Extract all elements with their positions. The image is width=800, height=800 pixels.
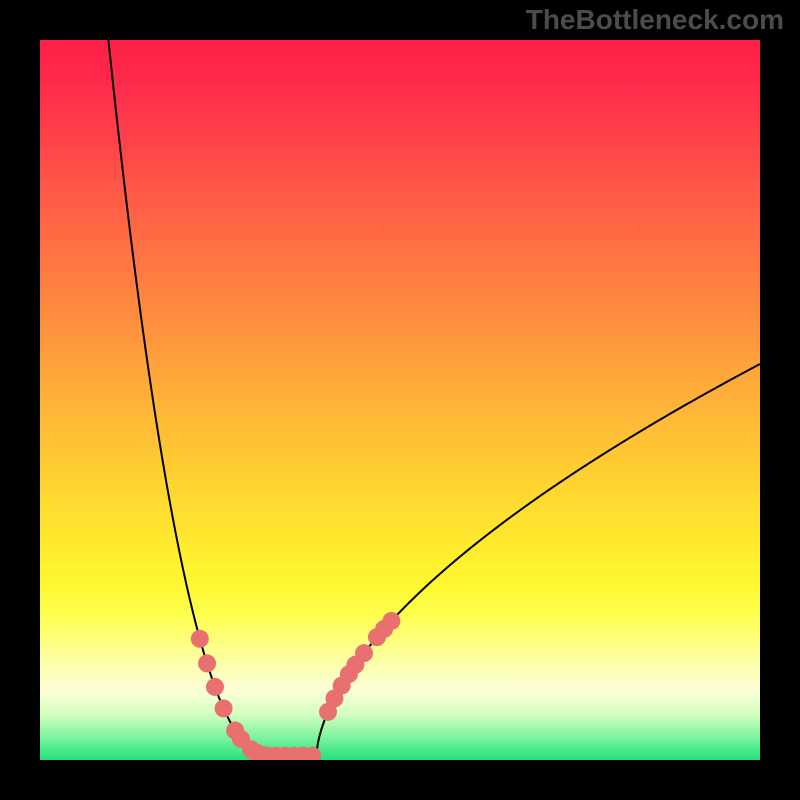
data-dot [206,678,224,696]
watermark-text: TheBottleneck.com [526,4,784,36]
data-dot [215,699,233,717]
plot-area [40,40,760,760]
gradient-background [40,40,760,760]
chart-svg [40,40,760,760]
data-dot [382,612,400,630]
data-dot [198,654,216,672]
chart-frame: TheBottleneck.com [0,0,800,800]
data-dot [355,644,373,662]
data-dot [191,630,209,648]
